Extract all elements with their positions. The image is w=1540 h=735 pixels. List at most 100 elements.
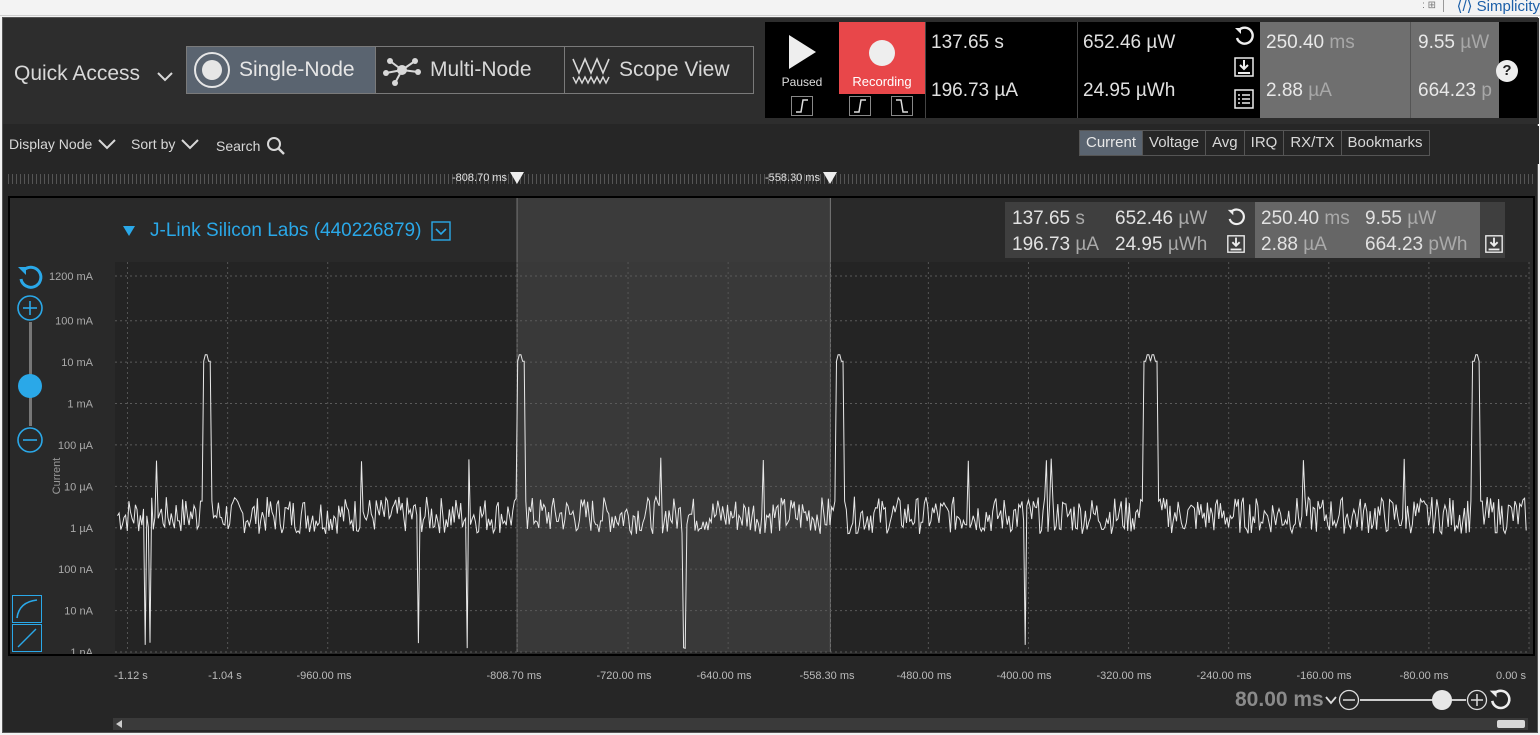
brand-link[interactable]: ⟨/⟩ Simplicity xyxy=(1456,0,1540,15)
x-tick-label: -320.00 ms xyxy=(1096,670,1152,682)
chevron-down-icon[interactable] xyxy=(155,66,175,86)
node-header[interactable]: J-Link Silicon Labs (440226879) xyxy=(122,220,452,242)
tab-current[interactable]: Current xyxy=(1080,131,1144,155)
y-tick-label: 10 nA xyxy=(64,606,93,618)
marker-triangle-icon xyxy=(510,172,525,184)
tab-irq[interactable]: IRQ xyxy=(1245,131,1285,155)
y-zoom-handle[interactable] xyxy=(18,374,42,398)
rising-edge-icon xyxy=(854,99,866,113)
right-marker-label: -558.30 ms xyxy=(765,172,821,184)
left-marker-label: -808.70 ms xyxy=(452,172,508,184)
time-zoom-value[interactable]: 80.00 ms xyxy=(1235,688,1324,711)
time-zoom-controls: 80.00 ms xyxy=(1235,686,1512,714)
ruler-ticks xyxy=(8,174,1533,184)
x-tick-label: -1.12 s xyxy=(114,670,148,682)
zoom-out-icon[interactable] xyxy=(16,426,44,454)
control-panel: Paused Recording 137.65 s 196.73 µA 652.… xyxy=(765,22,1537,118)
sort-by-dropdown[interactable]: Sort by xyxy=(131,136,201,152)
reset-zoom-icon[interactable] xyxy=(1488,688,1512,712)
scroll-thumb[interactable] xyxy=(1497,720,1525,728)
selection-time-readout: 250.40 ms xyxy=(1266,32,1355,54)
node-dropdown-icon[interactable] xyxy=(431,221,452,241)
current-chart[interactable]: 1200 mA 100 mA 10 mA 1 mA 100 µA 10 µA 1 µA 100… xyxy=(10,198,1533,654)
tab-voltage[interactable]: Voltage xyxy=(1143,131,1207,155)
timeline-ruler[interactable]: -808.70 ms -558.30 ms xyxy=(3,170,1539,192)
y-tick-label: 100 µA xyxy=(58,440,94,452)
log-scale-button[interactable] xyxy=(12,595,42,623)
scroll-left-icon[interactable] xyxy=(116,720,122,728)
node-selection-power: 9.55 µW xyxy=(1365,208,1436,230)
tab-rx-tx[interactable]: RX/TX xyxy=(1284,131,1342,155)
node-time-readout: 137.65 s xyxy=(1012,208,1085,230)
download-icon[interactable] xyxy=(1484,234,1504,254)
x-tick-label: -80.00 ms xyxy=(1399,670,1449,682)
x-tick-label: -480.00 ms xyxy=(896,670,952,682)
zoom-out-icon[interactable] xyxy=(1338,689,1360,711)
node-selection-time: 250.40 ms xyxy=(1261,208,1350,230)
left-marker[interactable]: -808.70 ms xyxy=(452,172,525,184)
reset-icon[interactable] xyxy=(1233,26,1255,48)
help-icon[interactable]: ? xyxy=(1496,60,1518,82)
right-marker[interactable]: -558.30 ms xyxy=(765,172,838,184)
horizontal-scrollbar[interactable] xyxy=(113,718,1528,730)
x-tick-label: -160.00 ms xyxy=(1296,670,1352,682)
scope-view-button[interactable]: Scope View xyxy=(565,47,753,93)
multi-node-button[interactable]: Multi-Node xyxy=(376,47,565,93)
node-energy-unit: µWh xyxy=(1162,234,1208,255)
node-power-unit: µW xyxy=(1173,208,1208,229)
node-selection-current-value: 2.88 xyxy=(1261,234,1298,255)
current-graph[interactable]: 1200 mA 100 mA 10 mA 1 mA 100 µA 10 µA 1 µA 100… xyxy=(8,196,1535,656)
node-current-readout: 196.73 µA xyxy=(1012,234,1099,256)
node-selection-energy: 664.23 pWh xyxy=(1365,234,1467,256)
title-strip: : ⊞ ⟨/⟩ Simplicity xyxy=(0,0,1540,16)
trigger-start-button[interactable] xyxy=(791,96,813,116)
zoom-in-icon[interactable] xyxy=(1466,689,1488,711)
selection-time-unit: ms xyxy=(1324,32,1355,53)
divider xyxy=(925,22,926,118)
mode-selector: Single-Node Multi-Node Scope View xyxy=(186,46,754,94)
list-icon[interactable] xyxy=(1233,88,1255,110)
node-current-value: 196.73 xyxy=(1012,234,1071,255)
multi-node-icon xyxy=(383,58,421,86)
record-button[interactable]: Recording xyxy=(839,22,925,94)
time-zoom-handle[interactable] xyxy=(1431,690,1452,710)
linear-scale-button[interactable] xyxy=(12,624,42,652)
panel-icon[interactable]: : ⊞ xyxy=(1422,0,1436,11)
x-tick-label: -1.04 s xyxy=(208,670,242,682)
reset-icon[interactable] xyxy=(1226,208,1246,228)
graph-toolbar: Display Node Sort by Search Current Volt… xyxy=(3,126,1539,164)
quick-access-label[interactable]: Quick Access xyxy=(14,62,141,85)
current-readout: 196.73 µA xyxy=(931,80,1019,101)
time-readout: 137.65 s xyxy=(931,32,1004,53)
x-tick-label: -720.00 ms xyxy=(596,670,652,682)
tab-avg[interactable]: Avg xyxy=(1206,131,1245,155)
node-selection-power-value: 9.55 xyxy=(1365,208,1402,229)
display-node-dropdown[interactable]: Display Node xyxy=(9,136,118,152)
y-zoom-controls xyxy=(12,264,48,464)
trigger-rising-button[interactable] xyxy=(849,96,871,116)
node-selection-readouts: 250.40 ms 2.88 µA 9.55 µW 664.23 pWh xyxy=(1255,202,1480,258)
sort-by-label: Sort by xyxy=(131,136,176,152)
tab-bookmarks[interactable]: Bookmarks xyxy=(1347,134,1423,151)
y-tick-label: 100 nA xyxy=(58,564,94,576)
power-readout: 652.46 µW xyxy=(1083,32,1176,53)
single-node-button[interactable]: Single-Node xyxy=(187,47,376,93)
reset-zoom-icon[interactable] xyxy=(16,264,44,292)
download-icon[interactable] xyxy=(1233,56,1255,78)
x-tick-label: -960.00 ms xyxy=(296,670,352,682)
zoom-in-icon[interactable] xyxy=(16,294,44,322)
trigger-falling-button[interactable] xyxy=(891,96,913,116)
download-icon[interactable] xyxy=(1226,234,1246,254)
search-button[interactable]: Search xyxy=(216,136,286,156)
node-energy-readout: 24.95 µWh xyxy=(1115,234,1207,256)
chevron-down-icon xyxy=(98,139,116,150)
y-tick-label: 1 mA xyxy=(67,399,93,411)
y-tick-label: 10 mA xyxy=(61,357,93,369)
chevron-down-icon[interactable] xyxy=(1324,694,1338,706)
play-button[interactable]: Paused xyxy=(765,22,839,94)
time-zoom-slider[interactable] xyxy=(1359,689,1466,711)
node-time-value: 137.65 xyxy=(1012,208,1071,229)
selection-power-readout: 9.55 µW xyxy=(1418,32,1489,54)
collapse-triangle-icon[interactable] xyxy=(122,225,136,237)
time-zoom-track xyxy=(1359,699,1466,701)
